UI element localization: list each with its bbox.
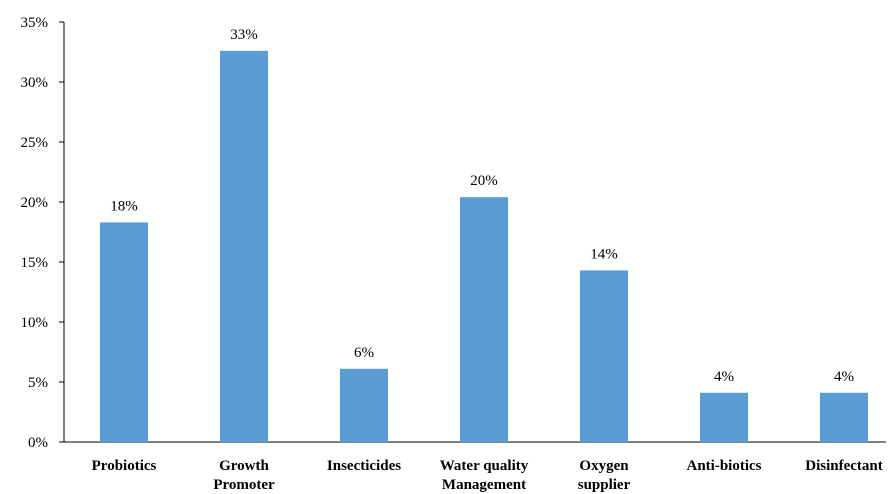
data-label: 4% (714, 369, 734, 385)
data-label: 4% (834, 369, 854, 385)
y-tick-label: 15% (21, 255, 49, 271)
category-labels: Probiotics Growth Promoter Insecticides Wate… (92, 458, 883, 493)
bar (460, 197, 508, 442)
category-label: Growth Promoter (213, 458, 275, 493)
y-tick-label: 20% (21, 195, 49, 211)
data-label: 6% (354, 345, 374, 361)
data-label: 33% (230, 27, 258, 43)
bar (340, 368, 388, 442)
data-labels: 18% 33% 6% 20% 14% 4% 4% (110, 27, 854, 385)
bar (100, 222, 148, 442)
category-label: Disinfectant (805, 458, 883, 474)
y-tick-label: 10% (21, 315, 49, 331)
bar (820, 392, 868, 442)
bar (580, 270, 628, 442)
category-label: Oxygen supplier (578, 458, 631, 493)
data-label: 20% (470, 173, 498, 189)
y-tick-label: 5% (28, 375, 48, 391)
y-tick-label: 0% (28, 435, 48, 451)
y-tick-label: 35% (21, 15, 49, 31)
category-label: Insecticides (327, 458, 401, 474)
data-label: 18% (110, 198, 138, 214)
y-axis: 0% 5% 10% 15% 20% 25% 30% 35% (21, 15, 65, 451)
bars (100, 50, 868, 443)
category-label: Probiotics (92, 458, 157, 474)
category-label: Anti-biotics (687, 458, 762, 474)
bar (700, 392, 748, 442)
data-label: 14% (590, 246, 618, 262)
y-tick-label: 30% (21, 75, 49, 91)
y-tick-label: 25% (21, 135, 49, 151)
bar (220, 50, 268, 443)
category-label: Water quality Management (440, 458, 529, 493)
